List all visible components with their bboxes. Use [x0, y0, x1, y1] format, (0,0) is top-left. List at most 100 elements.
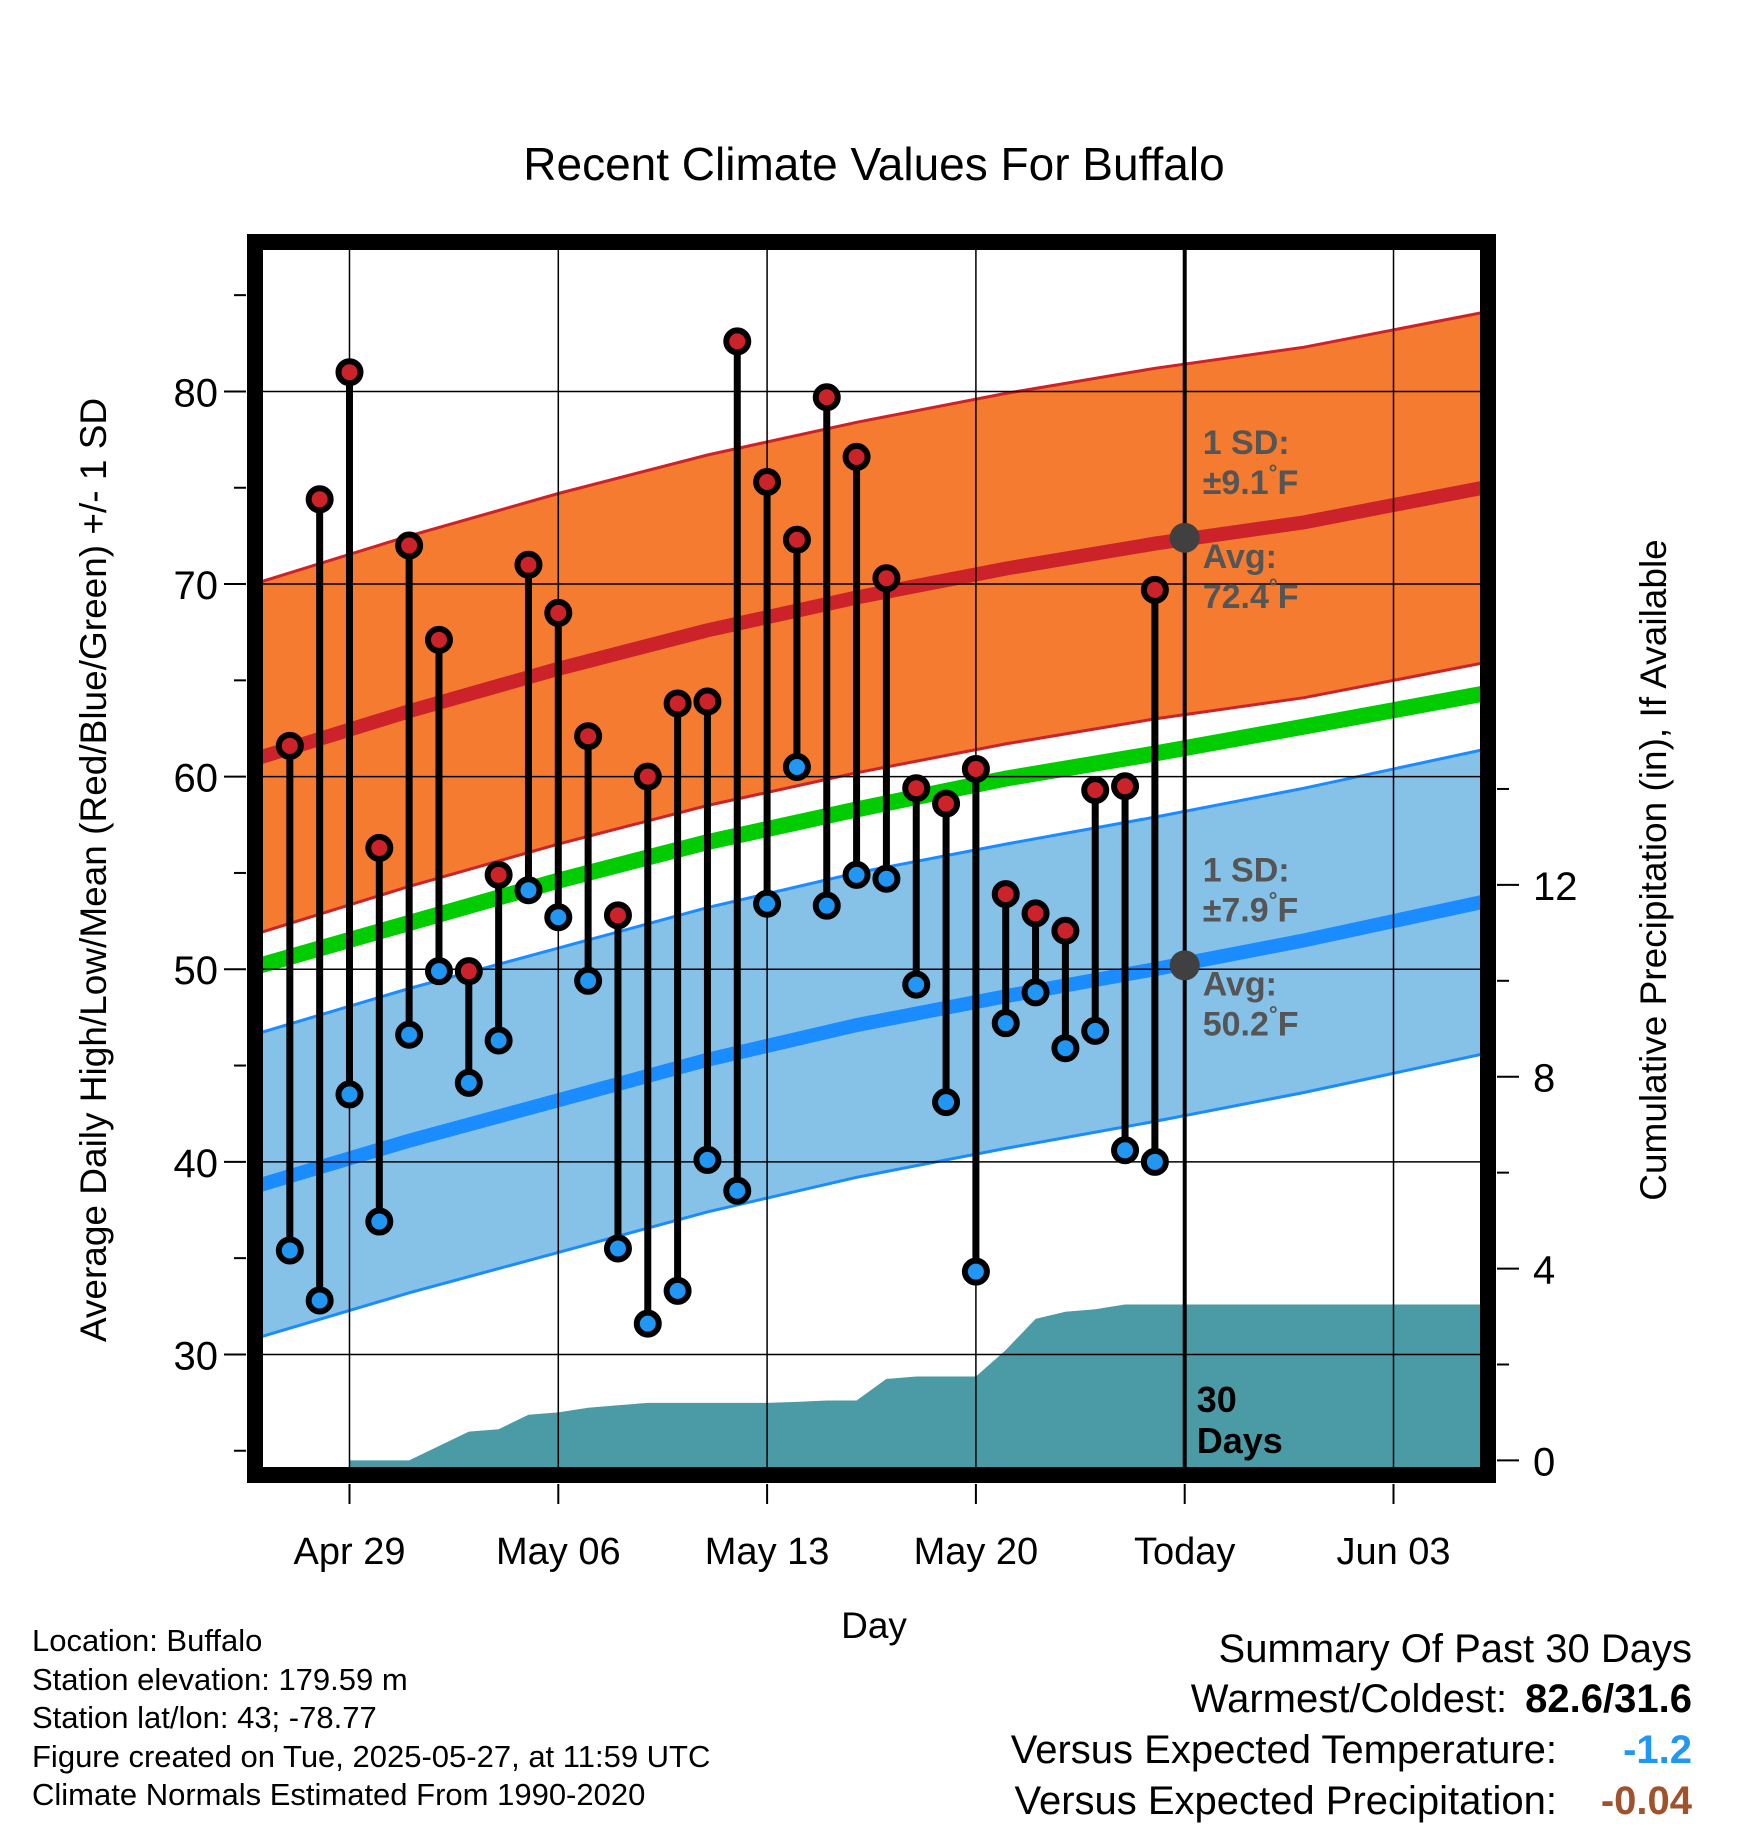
low-point	[812, 891, 841, 920]
high-point	[723, 327, 752, 356]
high-point	[663, 689, 692, 718]
warm-cold-label: Warmest/Coldest:	[1190, 1677, 1508, 1721]
y-tick-label: 80	[174, 371, 219, 415]
low-point	[991, 1009, 1020, 1038]
chart-title: Recent Climate Values For Buffalo	[523, 138, 1224, 190]
high-point	[424, 625, 453, 654]
temp-label: Versus Expected Temperature:	[1010, 1728, 1557, 1772]
created-text: Figure created on Tue, 2025-05-27, at 11…	[32, 1738, 711, 1774]
y2-axis-label: Cumulative Precipitation (in), If Availa…	[1633, 539, 1674, 1201]
normal-high-band	[260, 312, 1483, 933]
y-tick-label: 60	[174, 757, 219, 801]
high-point	[484, 860, 513, 889]
station-info: Location: Buffalo Station elevation: 179…	[32, 1622, 710, 1815]
y2-tick-label: 0	[1533, 1440, 1555, 1484]
y-tick-label: 30	[174, 1334, 219, 1378]
y-tick-label: 40	[174, 1142, 219, 1186]
low-point	[484, 1026, 513, 1055]
low-point	[633, 1309, 662, 1338]
summary-precip: Versus Expected Precipitation: -0.04	[1011, 1776, 1692, 1827]
low-point	[1111, 1136, 1140, 1165]
y-axis-label: Average Daily High/Low/Mean (Red/Blue/Gr…	[73, 398, 114, 1342]
low-sd-label: 1 SD:	[1203, 851, 1290, 889]
low-point	[335, 1080, 364, 1109]
high-point	[365, 833, 394, 862]
high-point	[1111, 772, 1140, 801]
high-point	[1021, 899, 1050, 928]
high-point	[753, 467, 782, 496]
high-point	[1081, 776, 1110, 805]
summary-temp: Versus Expected Temperature: -1.2	[1011, 1725, 1692, 1776]
high-point	[454, 957, 483, 986]
precip-label: Versus Expected Precipitation:	[1014, 1779, 1557, 1823]
low-point	[842, 860, 871, 889]
high-point	[812, 383, 841, 412]
precip-area	[349, 1304, 1483, 1470]
high-point	[514, 550, 543, 579]
low-point	[514, 876, 543, 905]
summary-title: Summary Of Past 30 Days	[1218, 1627, 1692, 1671]
latlon-text: Station lat/lon: 43; -78.77	[32, 1700, 377, 1735]
low-sd-value: ±7.9°F	[1203, 887, 1299, 929]
low-point	[574, 966, 603, 995]
high-point	[1051, 916, 1080, 945]
low-point	[663, 1276, 692, 1305]
high-point	[693, 687, 722, 716]
high-point	[305, 485, 334, 514]
high-point	[574, 722, 603, 751]
y2-tick-label: 12	[1533, 865, 1578, 909]
high-avg-label: Avg:	[1203, 538, 1277, 576]
high-point	[603, 901, 632, 930]
y-tick-label: 50	[174, 949, 219, 993]
high-sd-value: ±9.1°F	[1203, 460, 1299, 502]
low-avg-label: Avg:	[1203, 965, 1277, 1003]
low-point	[424, 957, 453, 986]
high-point	[872, 564, 901, 593]
x-tick-label: May 20	[914, 1531, 1039, 1573]
low-point	[1021, 978, 1050, 1007]
normal-low-line	[260, 894, 1483, 1192]
low-point	[723, 1176, 752, 1205]
low-point	[454, 1068, 483, 1097]
low-point	[932, 1088, 961, 1117]
high-point	[782, 525, 811, 554]
summary-warm-cold: Warmest/Coldest: 82.6/31.6	[1011, 1674, 1692, 1725]
high-sd-label: 1 SD:	[1203, 424, 1290, 462]
y-tick-label: 70	[174, 564, 219, 608]
high-point	[275, 731, 304, 760]
low-point	[782, 753, 811, 782]
low-point	[1081, 1016, 1110, 1045]
low-point	[305, 1286, 334, 1315]
high-point	[902, 774, 931, 803]
precip-value: -0.04	[1600, 1779, 1692, 1823]
high-point	[544, 598, 573, 627]
low-point	[603, 1234, 632, 1263]
y2-tick-label: 8	[1533, 1057, 1555, 1101]
low-point	[1140, 1147, 1169, 1176]
high-point	[395, 531, 424, 560]
x-tick-label: May 06	[496, 1531, 621, 1573]
elevation-text: Station elevation: 179.59 m	[32, 1661, 408, 1697]
low-point	[693, 1145, 722, 1174]
low-point	[275, 1236, 304, 1265]
normal-low-lower-line	[260, 1052, 1483, 1339]
high-point	[633, 762, 662, 791]
x-tick-label: May 13	[705, 1531, 830, 1573]
avg-low-marker	[1169, 950, 1200, 981]
high-point	[991, 880, 1020, 909]
normals-text: Climate Normals Estimated From 1990-2020	[32, 1777, 646, 1812]
low-point	[395, 1020, 424, 1049]
x-tick-label: Jun 03	[1336, 1531, 1450, 1573]
summary-panel: Summary Of Past 30 Days Warmest/Coldest:…	[1011, 1624, 1692, 1827]
low-point	[902, 970, 931, 999]
low-point	[753, 889, 782, 918]
x-tick-label: Apr 29	[294, 1531, 406, 1573]
high-point	[961, 754, 990, 783]
low-point	[872, 864, 901, 893]
low-point	[544, 903, 573, 932]
avg-high-marker	[1169, 522, 1200, 553]
plot-frame	[247, 234, 1496, 1483]
temp-value: -1.2	[1623, 1728, 1692, 1772]
low-point	[961, 1257, 990, 1286]
